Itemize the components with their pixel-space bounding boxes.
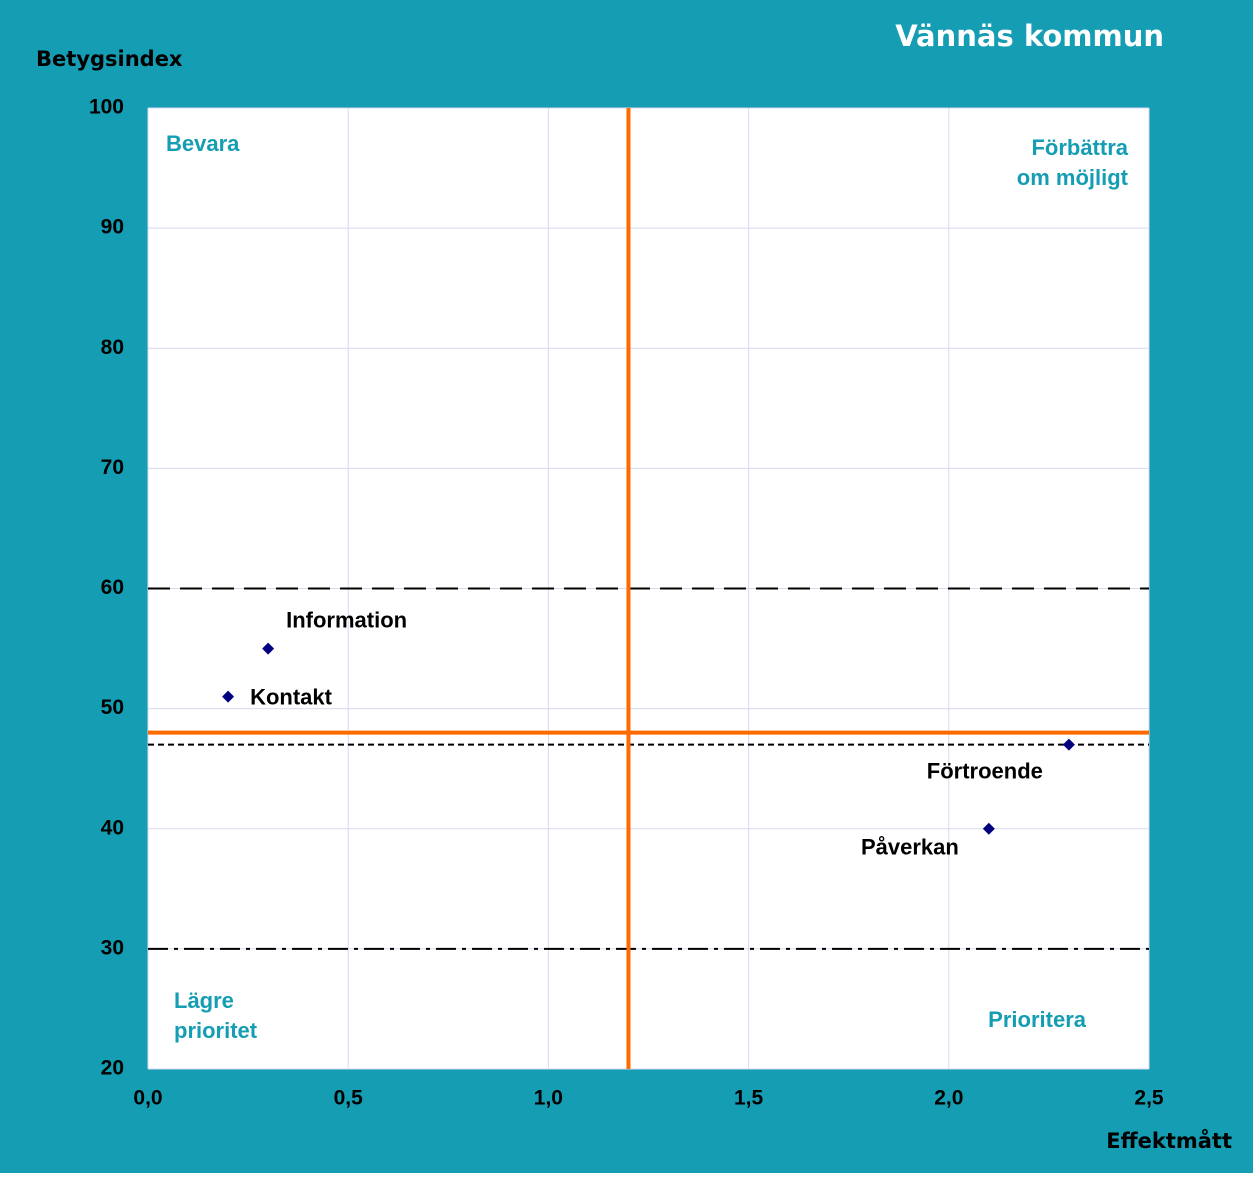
x-tick-label: 1,0 (534, 1087, 563, 1110)
x-tick-label: 2,5 (1134, 1087, 1164, 1110)
y-axis-label: Betygsindex (36, 47, 183, 71)
point-label: Kontakt (250, 684, 333, 709)
point-label: Förtroende (927, 758, 1043, 783)
y-tick-label: 100 (89, 96, 124, 119)
y-tick-label: 20 (101, 1057, 124, 1080)
quadrant-label: Lägre (174, 988, 234, 1013)
quadrant-label: Förbättra (1031, 135, 1128, 160)
quadrant-label: Prioritera (988, 1007, 1087, 1032)
x-tick-label: 2,0 (934, 1087, 963, 1110)
quadrant-label: Bevara (166, 131, 240, 156)
chart-title: Vännäs kommun (895, 19, 1164, 53)
point (982, 822, 995, 835)
point (262, 642, 275, 655)
point-label: Påverkan (861, 835, 959, 860)
point (1062, 738, 1075, 751)
x-axis-label: Effektmått (1106, 1128, 1232, 1153)
y-tick-label: 40 (101, 816, 124, 839)
point (222, 690, 235, 703)
x-tick-label: 0,0 (133, 1087, 162, 1110)
x-tick-label: 0,5 (334, 1087, 364, 1110)
y-tick-label: 70 (101, 456, 124, 479)
y-tick-label: 90 (101, 216, 124, 239)
y-tick-label: 50 (101, 696, 124, 719)
x-tick-label: 1,5 (734, 1087, 764, 1110)
point-label: Information (286, 607, 407, 632)
y-tick-label: 30 (101, 936, 124, 959)
quadrant-label: om möjligt (1017, 165, 1129, 190)
quadrant-label: prioritet (174, 1018, 258, 1043)
y-tick-label: 80 (101, 336, 124, 359)
y-tick-label: 60 (101, 576, 124, 599)
